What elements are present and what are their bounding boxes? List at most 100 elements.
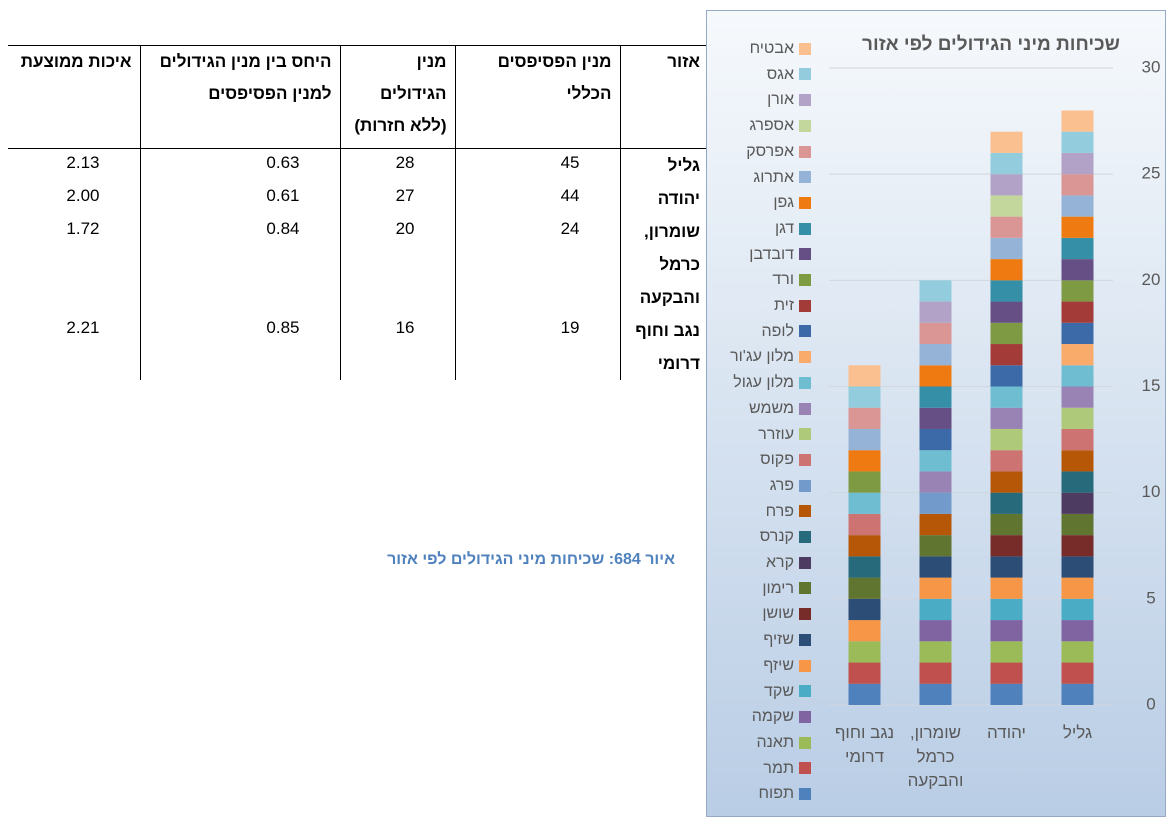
legend-entry: אספרג	[711, 114, 811, 138]
bar-segment	[990, 556, 1023, 578]
bar-segment	[919, 513, 952, 536]
bar-segment	[1061, 152, 1094, 175]
legend-label: משמש	[748, 399, 794, 417]
legend-entry: תפוח	[711, 782, 811, 806]
bar-segment	[919, 428, 952, 451]
bar-segment	[919, 322, 952, 345]
legend-label: תאנה	[756, 733, 794, 751]
region-cell: גליל	[619, 148, 708, 182]
number-cell: 0.63	[139, 148, 340, 182]
bar-segment	[990, 450, 1023, 472]
bar-segment	[848, 428, 881, 451]
bar-segment	[1061, 322, 1094, 345]
bar-segment	[990, 386, 1023, 408]
bar-segment	[990, 365, 1023, 387]
header-cell: היחס בין מנין הגידולים למנין הפסיפסים	[139, 45, 340, 149]
legend-entry: גפן	[711, 191, 811, 215]
bar-segment	[1061, 237, 1094, 260]
legend-label: אבטיח	[749, 40, 794, 57]
bar-segment	[1061, 641, 1094, 663]
bar-segment	[848, 683, 881, 705]
legend-label: דגן	[775, 219, 794, 237]
number-cell: 0.84	[139, 215, 340, 314]
bar-segment	[990, 280, 1023, 302]
y-tick-label: 15	[1142, 376, 1161, 395]
bar-segment	[848, 407, 881, 429]
legend-swatch	[799, 788, 811, 801]
bar-segment	[1061, 683, 1094, 705]
bar-segment	[919, 683, 952, 705]
legend-entry: אורן	[711, 88, 811, 112]
legend-swatch	[799, 428, 811, 441]
number-cell: 2.13	[66, 153, 100, 172]
bar-segment	[990, 513, 1023, 536]
legend-label: גפן	[773, 194, 794, 212]
bar-segment	[1061, 344, 1094, 366]
legend-swatch	[799, 633, 811, 646]
legend-entry: אבטיח	[711, 37, 811, 61]
legend-swatch	[799, 505, 811, 518]
bar-segment	[1061, 662, 1094, 684]
number-cell: 0.61	[139, 182, 340, 215]
number-cell: 28	[339, 148, 455, 182]
bar-segment	[848, 365, 881, 387]
bar-segment	[919, 598, 952, 621]
legend-label: שקמה	[751, 708, 794, 726]
bar-segment	[919, 620, 952, 642]
bar-segment	[919, 280, 952, 302]
legend-entry: זית	[711, 294, 811, 318]
bar-segment	[990, 683, 1023, 705]
number-cell: 2.00	[66, 186, 100, 205]
chart: שכיחות מיני הגידולים לפי אזור 0 5 10 15 20 25…	[706, 10, 1166, 817]
bar-segment	[990, 641, 1023, 663]
bar-segment	[848, 386, 881, 408]
number-cell: 24	[454, 215, 620, 314]
legend-label: דובדבן	[749, 245, 794, 263]
bar-segment	[990, 428, 1023, 451]
bar-segment	[848, 598, 881, 621]
legend-label: תמר	[763, 759, 794, 777]
bar-segment	[990, 535, 1023, 557]
bar-segment	[1061, 513, 1094, 536]
legend-entry: פרג	[711, 474, 811, 498]
y-tick-label: 20	[1142, 270, 1161, 289]
bar-segment	[1061, 450, 1094, 472]
bar-segment	[990, 216, 1023, 238]
legend-entry: משמש	[711, 397, 811, 421]
data-table: אזור מנין הפסיפסים הכללי מנין הגידולים (לל…	[8, 45, 708, 380]
legend-entry: שושן	[711, 602, 811, 626]
bar-segment	[919, 641, 952, 663]
legend-label: שזיף	[763, 631, 794, 649]
number-cell: 2.21	[66, 318, 100, 337]
bar-segment	[990, 259, 1023, 281]
bar-segment	[1061, 174, 1094, 196]
number-cell: 19	[454, 314, 620, 380]
bar-segment	[990, 407, 1023, 429]
legend-label: פרח	[765, 502, 794, 520]
bar-segment	[1061, 598, 1094, 621]
legend-label: תפוח	[758, 785, 795, 803]
legend-label: אורן	[767, 91, 794, 109]
y-tick-label: 0	[1146, 694, 1155, 713]
legend-entry: פקוס	[711, 448, 811, 472]
bar-segment	[848, 620, 881, 642]
table-row: גליל 45 28 0.63 2.13	[8, 148, 708, 182]
legend-swatch	[799, 42, 811, 55]
legend-entry: קרא	[711, 551, 811, 575]
legend-label: אפרסק	[746, 142, 794, 160]
number-cell: 44	[454, 182, 620, 215]
bar-segment	[848, 471, 881, 493]
bar-segment	[1061, 535, 1094, 557]
legend-entry: מלון עגול	[711, 371, 811, 395]
bar-segment	[919, 662, 952, 684]
legend-entry: רימון	[711, 577, 811, 601]
bar-segment	[1061, 556, 1094, 578]
bar-segment	[990, 662, 1023, 684]
legend-label: מלון עגול	[733, 374, 794, 392]
bar-segment	[848, 577, 881, 599]
y-tick-label: 30	[1142, 57, 1161, 76]
legend-label: אגס	[766, 65, 794, 83]
table-row: נגב וחוף דרומי 19 16 0.85 2.21	[8, 314, 708, 380]
bar-segment	[1061, 280, 1094, 302]
